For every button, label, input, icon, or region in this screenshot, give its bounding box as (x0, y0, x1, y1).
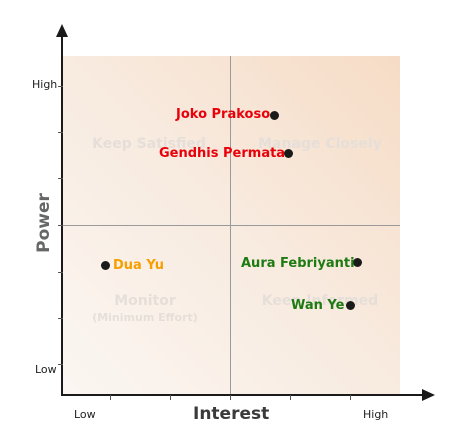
y-tick (58, 272, 63, 273)
stakeholder-label: Wan Ye (291, 298, 345, 313)
x-axis-arrow-icon (422, 389, 435, 401)
stakeholder-label: Dua Yu (113, 258, 165, 273)
y-tick (58, 86, 63, 87)
x-tick (170, 395, 171, 400)
y-tick (58, 178, 63, 179)
x-tick (290, 395, 291, 400)
horizontal-divider (62, 225, 400, 226)
y-axis-low-label: Low (35, 363, 57, 376)
y-axis-arrow-icon (56, 24, 68, 37)
y-tick (58, 364, 63, 365)
stakeholder-marker (284, 149, 293, 158)
x-tick (350, 395, 351, 400)
quadrant-label-monitor-title: Monitor (114, 293, 176, 309)
x-tick (110, 395, 111, 400)
stakeholder-marker (270, 111, 279, 120)
y-axis-line (61, 34, 63, 396)
vertical-divider (230, 56, 231, 394)
x-tick (230, 395, 231, 400)
y-tick (58, 132, 63, 133)
quadrant-label-monitor: Monitor (Minimum Effort) (80, 293, 210, 324)
x-axis-low-label: Low (74, 408, 96, 421)
stakeholder-label: Gendhis Permata (159, 146, 286, 161)
stakeholder-marker (353, 258, 362, 267)
y-axis-high-label: High (32, 78, 58, 91)
y-tick (58, 318, 63, 319)
x-axis-high-label: High (363, 408, 389, 421)
stakeholder-label: Joko Prakoso (176, 107, 271, 122)
stakeholder-marker (346, 301, 355, 310)
quadrant-label-keep-satisfied: Keep Satisfied (92, 136, 206, 152)
x-axis-line (61, 394, 426, 396)
quadrant-label-monitor-subtitle: (Minimum Effort) (92, 311, 198, 324)
x-axis-title: Interest (193, 404, 270, 424)
y-axis-title: Power (33, 193, 54, 253)
stakeholder-marker (101, 261, 110, 270)
quadrant-label-manage-closely: Manage Closely (258, 136, 382, 152)
stakeholder-label: Aura Febriyanti (241, 256, 355, 271)
y-tick (58, 225, 63, 226)
